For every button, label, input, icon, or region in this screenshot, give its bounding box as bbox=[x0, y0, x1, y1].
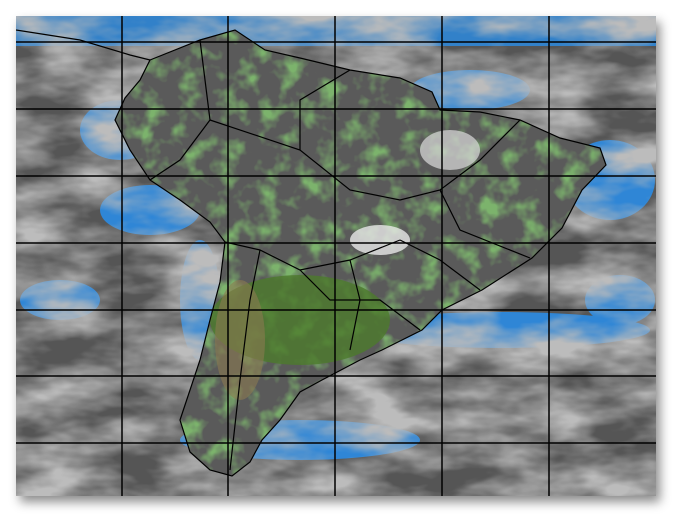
cloud-patch bbox=[350, 225, 410, 255]
lat-lon-grid bbox=[16, 16, 656, 496]
borders bbox=[16, 29, 607, 477]
satellite-map bbox=[16, 16, 656, 496]
satellite-image-frame bbox=[16, 16, 656, 496]
cloud-patch bbox=[420, 130, 480, 170]
